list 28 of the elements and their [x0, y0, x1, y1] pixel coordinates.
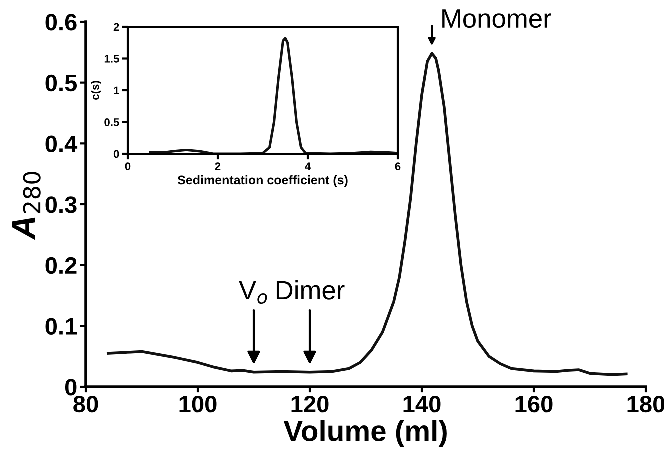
y-tick-label: 1	[114, 86, 120, 95]
x-tick-label: 0	[125, 162, 131, 170]
y-axis-title: A$_{280}$	[12, 172, 41, 240]
y-tick-label: 0.3	[46, 196, 77, 214]
y-tick-label: 0.5	[104, 118, 120, 126]
x-tick-label: 80	[74, 396, 98, 413]
y-tick-label: 0	[114, 150, 120, 158]
y-tick-label: 0.5	[46, 74, 78, 92]
y-tick-label: 0.2	[46, 257, 77, 274]
y-tick-label: 0.4	[46, 136, 78, 152]
y-tick-label: 0.1	[46, 318, 78, 335]
annotation: Dimer	[276, 280, 345, 300]
y-tick-label: 1.5	[104, 55, 120, 63]
y-tick-label: 2	[114, 23, 120, 32]
x-tick-label: 140	[404, 396, 441, 413]
y-axis-title: c(s)	[91, 81, 102, 100]
x-tick-label: 160	[516, 396, 553, 413]
x-axis-title: Volume (ml)	[284, 420, 447, 448]
x-tick-label: 100	[180, 396, 217, 413]
y-tick-label: 0.6	[46, 14, 77, 31]
x-tick-label: 4	[305, 162, 312, 170]
y-tick-label: 0	[65, 379, 77, 396]
annotation: Monomer	[442, 10, 552, 28]
x-tick-label: 6	[395, 162, 401, 170]
x-tick-label: 120	[292, 396, 329, 413]
annotation: V$_{o}$	[239, 281, 268, 304]
x-tick-label: 2	[215, 162, 221, 170]
x-axis-title: Sedimentation coefficient (s)	[178, 175, 348, 188]
